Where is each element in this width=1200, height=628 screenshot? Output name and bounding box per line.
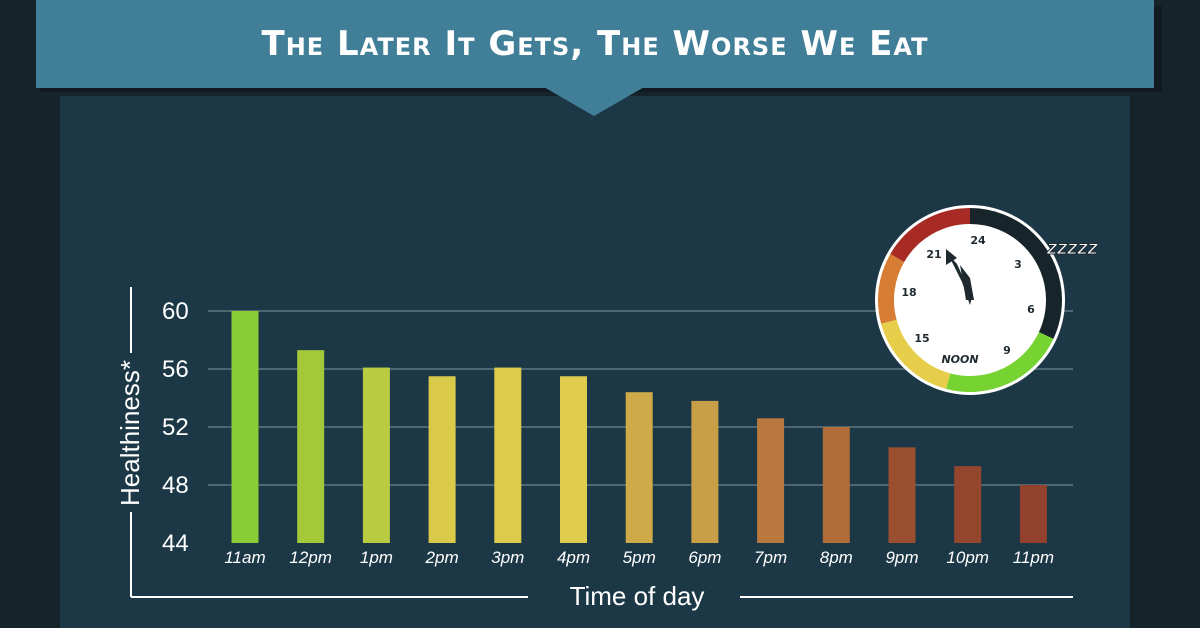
- bar-3pm: [494, 367, 522, 543]
- clock-hand-short: [960, 265, 974, 300]
- clock-hands: [946, 249, 974, 305]
- clock-label-6: 6: [1027, 303, 1035, 316]
- clock-label-9: 9: [1003, 344, 1011, 357]
- clock-ring-morning: [878, 208, 1062, 392]
- bars: [231, 311, 1047, 543]
- banner-pointer: [542, 86, 646, 116]
- bar-2pm: [428, 376, 456, 543]
- y-tick-label: 60: [162, 298, 189, 325]
- page-title: The Later It Gets, The Worse We Eat: [261, 24, 929, 64]
- clock-label-18: 18: [901, 286, 916, 299]
- x-tick-label: 9pm: [885, 548, 918, 567]
- x-tick-label: 4pm: [557, 548, 590, 567]
- y-tick-label: 56: [162, 356, 189, 383]
- x-tick-labels: 11am 12pm 1pm 2pm 3pm 4pm 5pm 6pm 7pm 8pm 9pm 10pm 1…: [224, 548, 1054, 567]
- x-tick-label: 1pm: [360, 548, 393, 567]
- x-tick-label: 7pm: [754, 548, 787, 567]
- clock-label-24: 24: [970, 234, 986, 247]
- x-tick-label: 12pm: [289, 548, 332, 567]
- clock-label-3: 3: [1014, 258, 1022, 271]
- x-axis-title: Time of day: [570, 581, 705, 611]
- bar-8pm: [822, 427, 850, 543]
- y-tick-label: 52: [162, 414, 189, 441]
- clock-label-21: 21: [926, 248, 941, 261]
- bar-6pm: [691, 400, 719, 543]
- clock-ring-afternoon: [878, 208, 1062, 392]
- clock-ring-late: [878, 208, 1062, 392]
- bar-9pm: [888, 447, 916, 543]
- x-tick-label: 6pm: [688, 548, 721, 567]
- title-banner: [36, 0, 1154, 88]
- zzz-icon: ZZZZZ: [1046, 242, 1099, 258]
- clock-illustration: 24 3 6 9 NOON 15 18 21 ZZZZZ: [875, 205, 1099, 395]
- y-tick-label: 48: [162, 472, 189, 499]
- clock-label-15: 15: [914, 332, 929, 345]
- bar-1pm: [362, 367, 390, 543]
- y-tick-label: 44: [162, 530, 189, 557]
- bar-11pm: [1019, 485, 1047, 543]
- x-tick-label: 3pm: [491, 548, 524, 567]
- x-tick-label: 5pm: [623, 548, 656, 567]
- x-tick-label: 2pm: [425, 548, 459, 567]
- x-tick-label: 11am: [224, 548, 265, 567]
- bar-11am: [231, 311, 259, 543]
- x-tick-label: 10pm: [946, 548, 989, 567]
- y-axis-title: Healthiness*: [115, 360, 145, 506]
- x-tick-label: 8pm: [820, 548, 853, 567]
- clock-label-noon: NOON: [941, 353, 978, 366]
- bar-12pm: [297, 350, 325, 543]
- clock-arrow-tip: [946, 249, 957, 265]
- bar-4pm: [560, 376, 587, 543]
- x-tick-label: 11pm: [1013, 548, 1054, 567]
- y-tick-labels: 60 56 52 48 44: [162, 298, 189, 557]
- bar-10pm: [954, 466, 982, 543]
- bar-5pm: [625, 392, 653, 543]
- bar-7pm: [757, 418, 785, 543]
